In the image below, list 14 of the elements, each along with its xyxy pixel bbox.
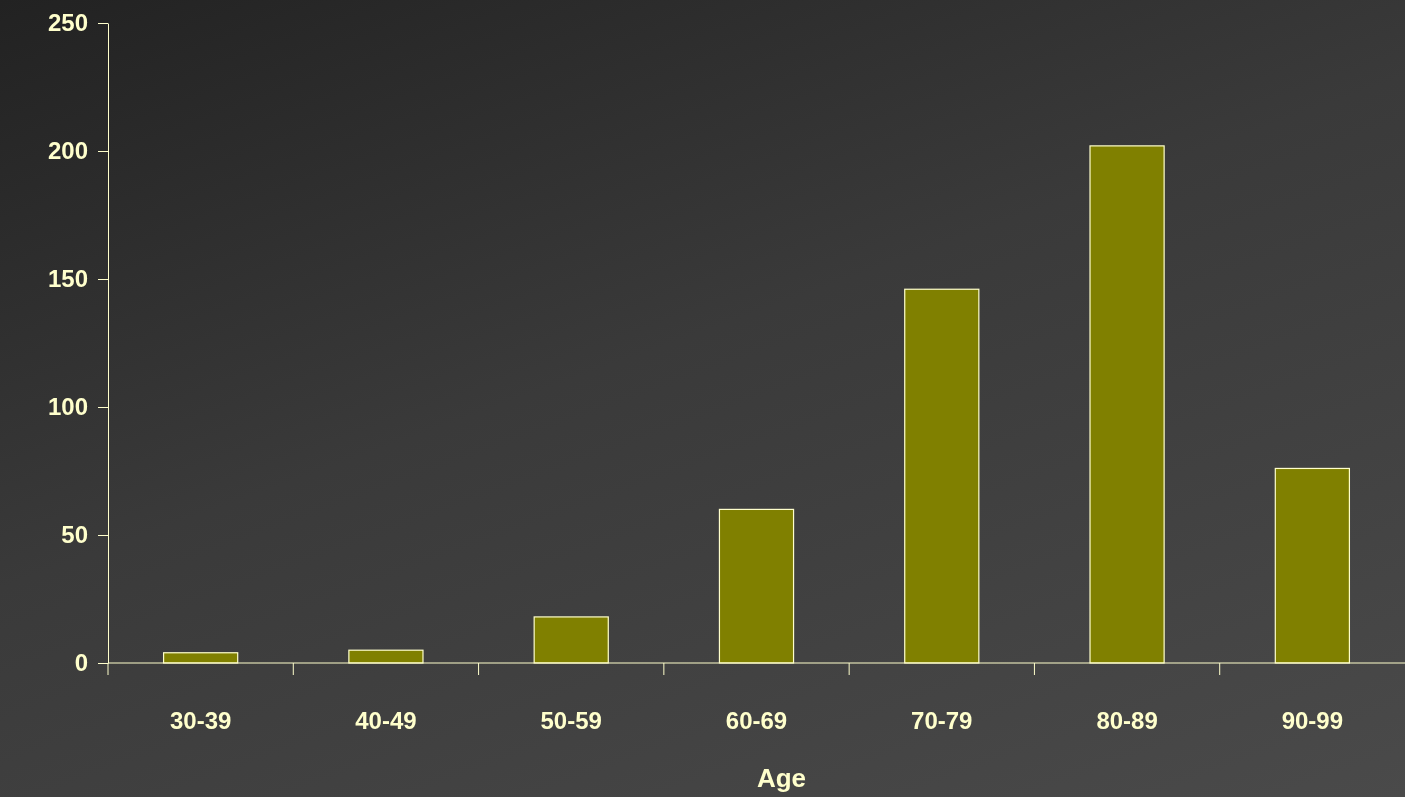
x-tick-label: 90-99 [1281,707,1344,734]
y-tick-label: 50 [61,521,88,549]
x-axis-title: Age [756,763,807,793]
x-tick-label: 70-79 [911,707,973,734]
x-tick-label: 40-49 [355,707,417,734]
y-tick-label: 100 [47,393,88,421]
y-tick-label: 0 [74,649,88,677]
x-tick-label: 50-59 [540,707,602,734]
x-tick-label: 30-39 [169,707,232,734]
y-tick-label: 250 [47,9,88,37]
x-tick-label: 60-69 [725,707,788,734]
x-tick-label: 80-89 [1096,707,1158,734]
y-tick-label: 200 [47,137,88,165]
y-tick-label: 150 [47,265,88,293]
